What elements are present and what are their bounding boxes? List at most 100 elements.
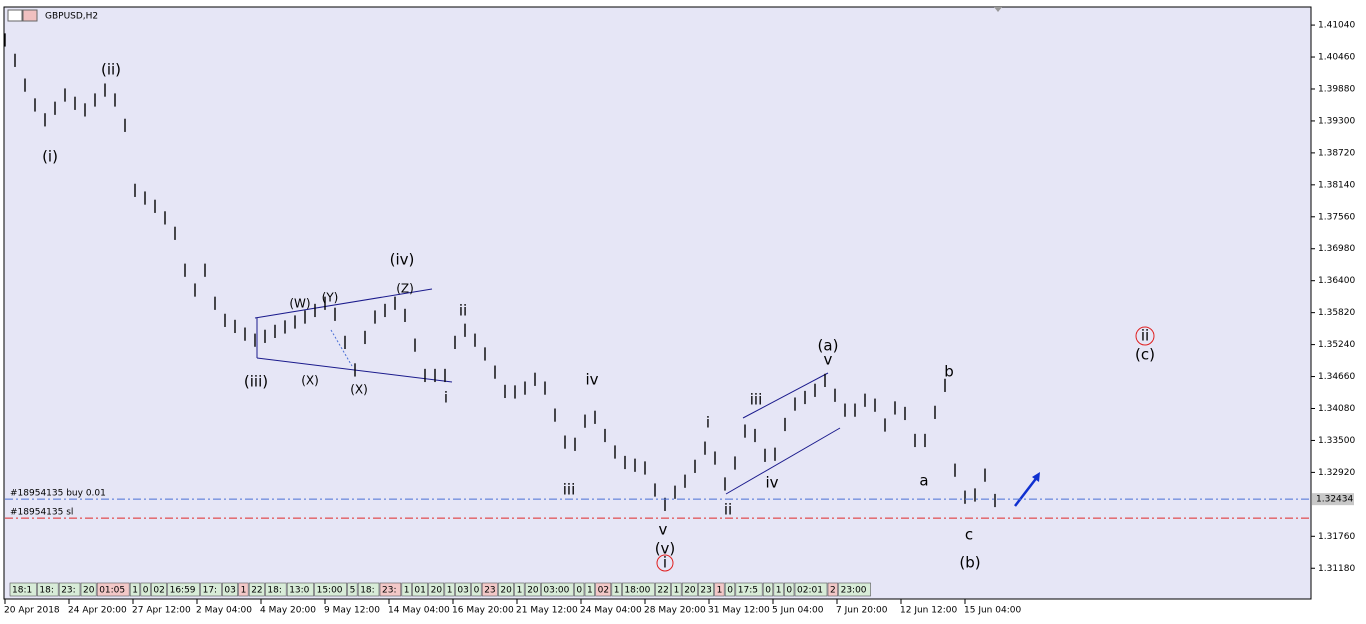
period-label: 1 xyxy=(241,586,247,596)
period-box xyxy=(314,582,347,597)
period-box xyxy=(574,582,585,597)
period-label: 1 xyxy=(776,586,782,596)
x-tick-label: 5 Jun 04:00 xyxy=(772,606,824,616)
period-label: 20 xyxy=(431,586,443,596)
period-box xyxy=(58,582,81,597)
period-label: 0 xyxy=(786,586,792,596)
period-label: 02:01 xyxy=(797,586,823,596)
wave-label: (b) xyxy=(959,554,980,572)
period-label: 0 xyxy=(576,586,582,596)
period-box xyxy=(584,582,595,597)
period-label: 01:05 xyxy=(99,586,125,596)
period-label: 18: xyxy=(39,586,53,596)
period-box xyxy=(401,582,412,597)
y-tick-label: 1.38140 xyxy=(1318,180,1355,190)
period-box xyxy=(80,582,97,597)
period-label: 15:00 xyxy=(317,586,343,596)
bid-box xyxy=(1312,493,1354,506)
wave-label: (ii) xyxy=(101,61,121,79)
wave-label: v xyxy=(659,521,668,539)
period-label: 01 xyxy=(414,586,425,596)
x-tick-label: 9 May 12:00 xyxy=(324,606,380,616)
wave-label: ii xyxy=(1141,327,1149,345)
period-box xyxy=(9,582,37,597)
x-tick-label: 16 May 20:00 xyxy=(452,606,514,616)
period-label: 1 xyxy=(614,586,620,596)
wave-label: (Y) xyxy=(322,291,339,305)
period-label: 1 xyxy=(717,586,723,596)
wave-label: (v) xyxy=(655,540,676,558)
window-icon xyxy=(22,9,38,22)
wave-label: ii xyxy=(459,302,467,320)
wave-label: (iii) xyxy=(244,373,268,391)
wave-label: c xyxy=(965,526,973,544)
period-label: 02 xyxy=(598,586,609,596)
period-box xyxy=(248,582,265,597)
period-box xyxy=(444,582,455,597)
period-label: 02 xyxy=(153,586,164,596)
period-box xyxy=(773,582,784,597)
wave-label: (i) xyxy=(42,148,58,166)
period-box xyxy=(412,582,428,597)
y-tick-label: 1.34080 xyxy=(1318,404,1355,414)
period-box xyxy=(595,582,612,597)
wave-label: (X) xyxy=(350,383,368,397)
period-box xyxy=(724,582,736,597)
arrow-head xyxy=(1032,472,1040,482)
period-label: 03 xyxy=(457,586,468,596)
period-box xyxy=(481,582,498,597)
period-label: 0 xyxy=(765,586,771,596)
period-box xyxy=(222,582,238,597)
y-tick-label: 1.39880 xyxy=(1318,84,1355,94)
y-tick-label: 1.31760 xyxy=(1318,532,1355,542)
y-tick-label: 1.35820 xyxy=(1318,308,1355,318)
wave-label: iii xyxy=(563,481,576,499)
period-label: 1 xyxy=(587,586,593,596)
y-tick-label: 1.40460 xyxy=(1318,53,1355,63)
scroll-marker xyxy=(994,7,1002,12)
period-box xyxy=(151,582,167,597)
period-label: 22 xyxy=(657,586,668,596)
period-label: 23: xyxy=(382,586,396,596)
period-box xyxy=(698,582,714,597)
x-tick-label: 14 May 04:00 xyxy=(388,606,450,616)
period-box xyxy=(762,582,774,597)
period-box xyxy=(96,582,130,597)
period-box xyxy=(140,582,151,597)
period-box xyxy=(827,582,838,597)
period-label: 03:00 xyxy=(543,586,569,596)
period-label: 13:0 xyxy=(289,586,309,596)
period-label: 22 xyxy=(251,586,262,596)
wave-label: iv xyxy=(765,474,778,492)
y-tick-label: 1.35240 xyxy=(1318,340,1355,350)
wave-label: (c) xyxy=(1135,346,1155,364)
wave-label: iv xyxy=(585,371,598,389)
y-tick-label: 1.32920 xyxy=(1318,468,1355,478)
wave-label: b xyxy=(944,363,954,381)
y-tick-label: 1.34660 xyxy=(1318,372,1355,382)
period-box xyxy=(37,582,59,597)
wave-label: (W) xyxy=(289,297,310,311)
period-label: 20 xyxy=(500,586,512,596)
period-label: 23: xyxy=(61,586,75,596)
period-label: 2 xyxy=(830,586,836,596)
period-label: 5 xyxy=(350,586,356,596)
period-label: 23:00 xyxy=(841,586,867,596)
wave-label: iii xyxy=(750,391,763,409)
period-box xyxy=(167,582,200,597)
period-label: 20 xyxy=(527,586,539,596)
period-box xyxy=(455,582,471,597)
period-label: 18:1 xyxy=(12,586,32,596)
wave-label: (Z) xyxy=(396,282,414,296)
period-label: 16:59 xyxy=(170,586,196,596)
x-tick-label: 12 Jun 12:00 xyxy=(900,606,957,616)
period-label: 1 xyxy=(517,586,523,596)
x-tick-label: 15 Jun 04:00 xyxy=(964,606,1021,616)
period-box xyxy=(347,582,358,597)
wave-label: (a) xyxy=(818,337,839,355)
period-label: 0 xyxy=(143,586,149,596)
period-label: 17:5 xyxy=(738,586,758,596)
period-label: 1 xyxy=(447,586,453,596)
x-tick-label: 20 Apr 2018 xyxy=(4,606,60,616)
